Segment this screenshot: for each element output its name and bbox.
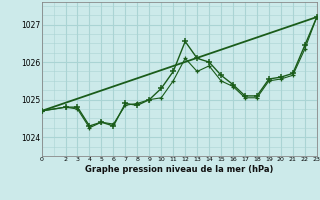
X-axis label: Graphe pression niveau de la mer (hPa): Graphe pression niveau de la mer (hPa) (85, 165, 273, 174)
